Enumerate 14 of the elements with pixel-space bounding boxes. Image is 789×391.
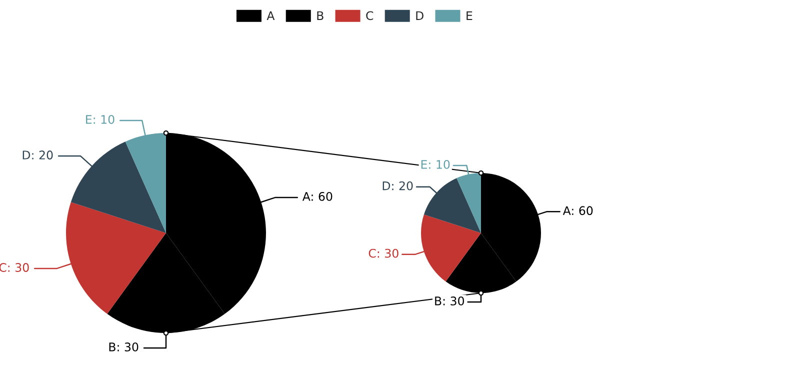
data-label: D: 20 [382,181,413,190]
data-label: B: 30 [435,296,464,306]
data-label: B: 30 [109,342,138,352]
data-label: A: 60 [302,192,332,201]
data-label: D: 20 [22,150,53,160]
legend-label: C [366,11,374,20]
legend-label: D [416,11,424,20]
data-label: A: 60 [562,206,593,216]
legend-label: B [317,11,324,20]
data-label: E: 10 [86,115,114,124]
legend-label: A [266,11,275,20]
data-label: C: 30 [368,248,398,258]
legend-label: E [466,11,472,20]
data-label: E: 10 [421,160,450,169]
